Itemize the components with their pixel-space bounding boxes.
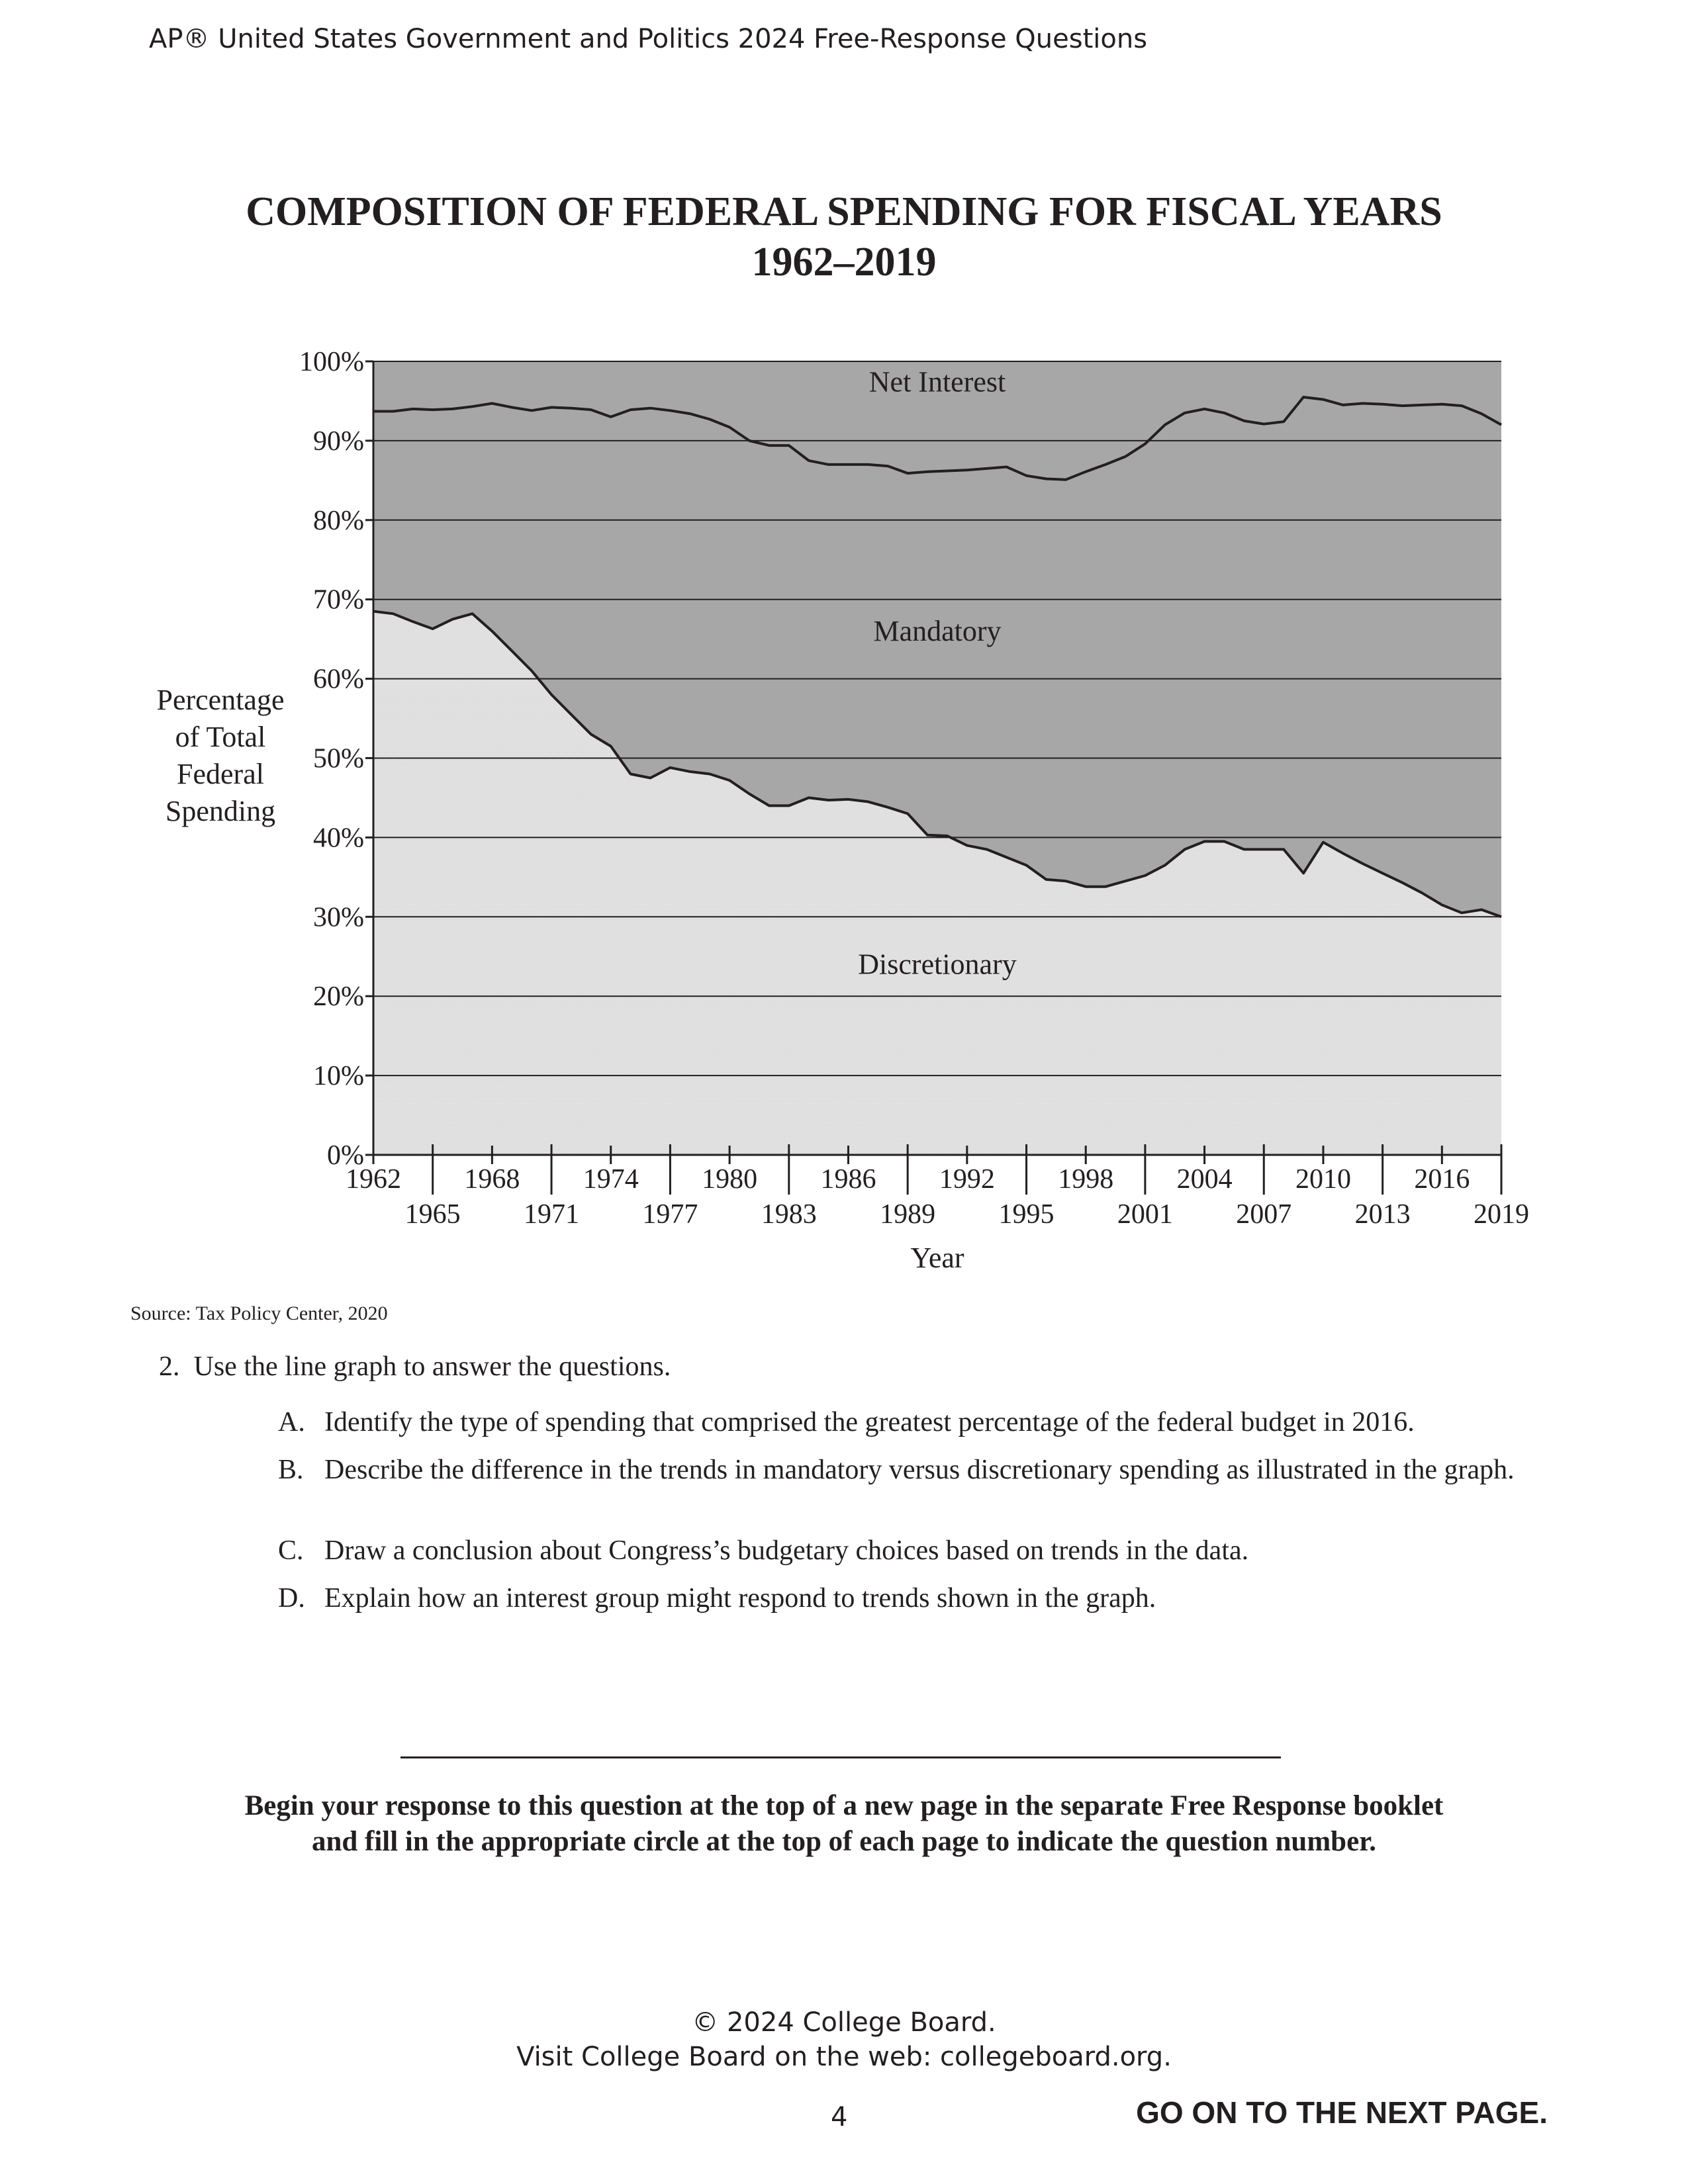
divider-rule (400, 1756, 1281, 1758)
part-text: Identify the type of spending that compr… (324, 1407, 1415, 1437)
x-tick-label: 1989 (880, 1199, 935, 1230)
page-header: AP® United States Government and Politic… (149, 24, 1148, 54)
response-instructions: Begin your response to this question at … (0, 1788, 1688, 1860)
x-tick-label: 2010 (1295, 1164, 1351, 1195)
y-tick-label: 70% (313, 585, 364, 615)
x-tick-label: 1992 (939, 1164, 995, 1195)
x-tick-label: 1971 (524, 1199, 579, 1230)
area-label: Discretionary (858, 948, 1016, 981)
x-tick-label: 1974 (583, 1164, 639, 1195)
instructions-line1: Begin your response to this question at … (244, 1790, 1444, 1821)
x-tick-label: 1968 (464, 1164, 520, 1195)
y-tick-label: 20% (313, 981, 364, 1012)
x-axis-title: Year (910, 1242, 964, 1274)
part-label: A. (278, 1407, 305, 1437)
net-interest-area (373, 361, 1501, 480)
x-tick-label: 2013 (1355, 1199, 1411, 1230)
y-tick-label: 50% (313, 744, 364, 774)
discretionary-line (373, 610, 1502, 919)
mandatory-line (373, 396, 1502, 481)
mandatory-area (373, 397, 1501, 917)
chart-title-line2: 1962–2019 (751, 240, 937, 285)
y-tick-label: 60% (313, 664, 364, 695)
copyright-footer: © 2024 College Board. Visit College Boar… (0, 2005, 1688, 2074)
y-tick-label: 90% (313, 426, 364, 457)
x-tick-label: 1980 (702, 1164, 757, 1195)
x-tick-label: 1995 (999, 1199, 1055, 1230)
footer-line2: Visit College Board on the web: collegeb… (516, 2042, 1172, 2072)
part-label: C. (278, 1535, 304, 1566)
chart-title-line1: COMPOSITION OF FEDERAL SPENDING FOR FISC… (246, 189, 1442, 234)
x-tick-label: 2004 (1177, 1164, 1233, 1195)
x-tick-label: 1983 (761, 1199, 817, 1230)
y-tick-label: 100% (299, 347, 364, 377)
go-on-notice: GO ON TO THE NEXT PAGE. (1136, 2095, 1548, 2130)
x-tick-label: 1962 (346, 1164, 401, 1195)
question-stem: 2. Use the line graph to answer the ques… (159, 1351, 671, 1382)
part-text: Draw a conclusion about Congress’s budge… (324, 1535, 1249, 1566)
area-label: Net Interest (869, 366, 1006, 398)
x-tick-label: 2007 (1236, 1199, 1291, 1230)
area-label: Mandatory (873, 615, 1001, 647)
x-tick-label: 1986 (820, 1164, 876, 1195)
part-label: D. (278, 1583, 305, 1614)
y-tick-label: 40% (313, 823, 364, 853)
y-tick-label: 30% (313, 902, 364, 933)
y-tick-label: 80% (313, 506, 364, 536)
y-axis-title: Percentage of Total Federal Spending (157, 684, 285, 827)
y-tick-label: 0% (327, 1140, 364, 1171)
y-tick-label: 10% (313, 1061, 364, 1091)
x-tick-label: 2001 (1117, 1199, 1173, 1230)
part-text: Explain how an interest group might resp… (324, 1583, 1156, 1614)
discretionary-area (373, 611, 1501, 1155)
part-text: Describe the difference in the trends in… (324, 1455, 1515, 1485)
x-tick-label: 2019 (1474, 1199, 1529, 1230)
source-note: Source: Tax Policy Center, 2020 (130, 1302, 388, 1324)
x-tick-label: 2016 (1414, 1164, 1470, 1195)
instructions-line2: and fill in the appropriate circle at th… (311, 1826, 1377, 1857)
chart-title: COMPOSITION OF FEDERAL SPENDING FOR FISC… (0, 187, 1688, 287)
page-number: 4 (831, 2102, 848, 2132)
stacked-area-chart: 0%10%20%30%40%50%60%70%80%90%100%1962 196… (157, 347, 1530, 1274)
footer-line1: © 2024 College Board. (692, 2007, 996, 2038)
x-tick-label: 1998 (1058, 1164, 1113, 1195)
part-label: B. (278, 1455, 304, 1485)
x-tick-label: 1977 (642, 1199, 698, 1230)
x-tick-label: 1965 (405, 1199, 461, 1230)
